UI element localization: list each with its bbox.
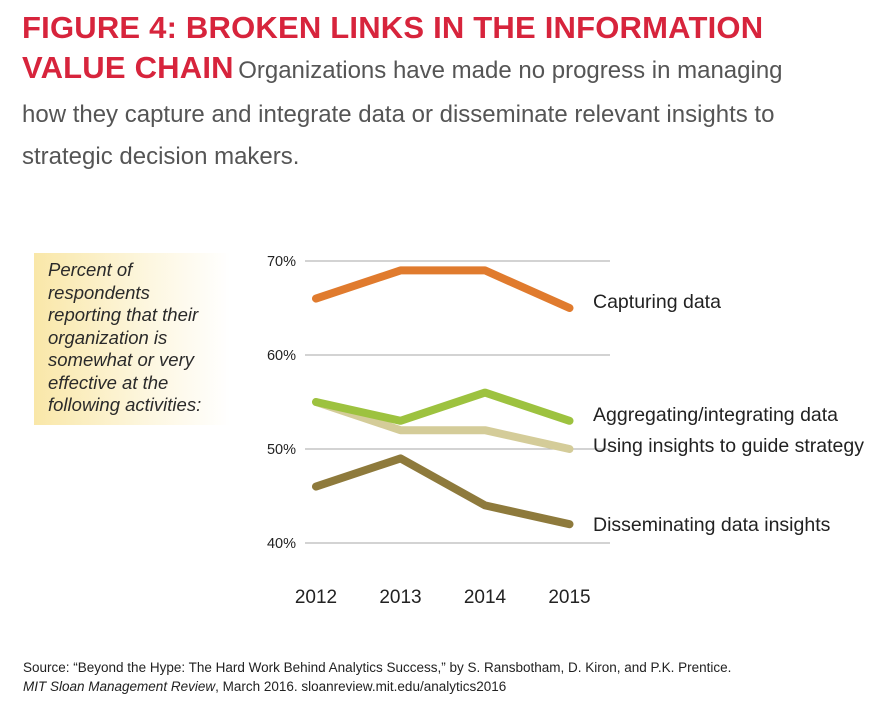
figure-title-line2-row: VALUE CHAIN Organizations have made no p… xyxy=(22,48,882,94)
source-line2-rest: , March 2016. sloanreview.mit.edu/analyt… xyxy=(215,679,507,694)
x-tick-label: 2012 xyxy=(295,587,337,608)
y-tick-label: 40% xyxy=(267,536,296,552)
figure-subtitle-line3: strategic decision makers. xyxy=(22,143,300,170)
figure-title-line2: VALUE CHAIN xyxy=(22,50,234,85)
y-tick-label: 70% xyxy=(267,254,296,270)
series-label: Using insights to guide strategy xyxy=(593,435,864,457)
series-line xyxy=(312,266,574,312)
chart-description-callout: Percent of respondents reporting that th… xyxy=(34,253,230,425)
source-line1: Source: “Beyond the Hype: The Hard Work … xyxy=(23,660,732,675)
series-label: Disseminating data insights xyxy=(593,514,831,536)
source-note: Source: “Beyond the Hype: The Hard Work … xyxy=(23,658,731,696)
x-tick-label: 2014 xyxy=(464,587,507,608)
series-line xyxy=(312,388,574,425)
series-line xyxy=(312,398,574,453)
figure-header: FIGURE 4: BROKEN LINKS IN THE INFORMATIO… xyxy=(22,8,882,178)
x-tick-label: 2013 xyxy=(379,587,421,608)
series-label: Aggregating/integrating data xyxy=(593,404,838,426)
series-line xyxy=(312,454,574,529)
figure-subtitle-line2: how they capture and integrate data or d… xyxy=(22,101,775,128)
y-tick-label: 60% xyxy=(267,348,296,364)
source-line2: MIT Sloan Management Review, March 2016.… xyxy=(23,677,731,696)
x-tick-label: 2015 xyxy=(548,587,590,608)
source-journal: MIT Sloan Management Review xyxy=(23,679,216,694)
figure-title-line1: FIGURE 4: BROKEN LINKS IN THE INFORMATIO… xyxy=(22,10,764,45)
y-tick-label: 50% xyxy=(267,442,296,458)
series-label: Capturing data xyxy=(593,291,721,313)
callout-text: Percent of respondents reporting that th… xyxy=(48,259,202,415)
figure-subtitle-line1: Organizations have made no progress in m… xyxy=(238,57,783,84)
